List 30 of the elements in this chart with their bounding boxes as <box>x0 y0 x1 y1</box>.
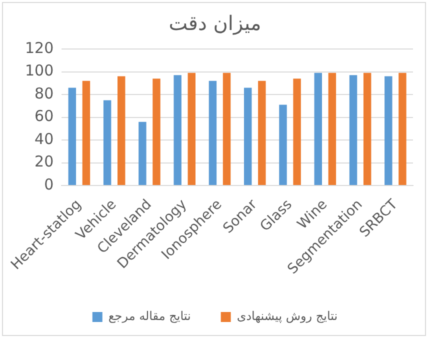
bar <box>293 78 301 186</box>
bar <box>103 100 112 186</box>
y-tick-label: 120 <box>24 38 54 57</box>
bar <box>152 78 160 186</box>
bar <box>138 122 146 186</box>
bar <box>222 72 231 186</box>
bar <box>208 80 217 186</box>
legend-label: نتایج مقاله مرجع <box>108 309 191 324</box>
bar <box>328 72 336 186</box>
chart-title: میزان دقت <box>168 11 262 36</box>
bar <box>244 88 252 186</box>
y-tick-label: 40 <box>34 130 54 148</box>
bar <box>174 75 182 186</box>
bar <box>258 80 266 186</box>
bar <box>82 80 90 186</box>
bar <box>118 76 126 186</box>
bar <box>349 75 358 186</box>
y-tick-label: 60 <box>34 107 54 126</box>
bar <box>279 104 287 186</box>
y-tick-label: 0 <box>44 175 54 194</box>
y-tick-label: 20 <box>34 152 54 171</box>
y-tick-label: 100 <box>24 62 54 80</box>
y-tick-label: 80 <box>34 84 54 102</box>
bar <box>68 88 76 186</box>
bar <box>188 72 196 186</box>
legend-label: نتایج روش پیشنهادی <box>236 309 338 324</box>
bar <box>314 72 322 186</box>
bar <box>398 72 406 186</box>
bar <box>384 76 392 186</box>
bar <box>363 72 372 186</box>
